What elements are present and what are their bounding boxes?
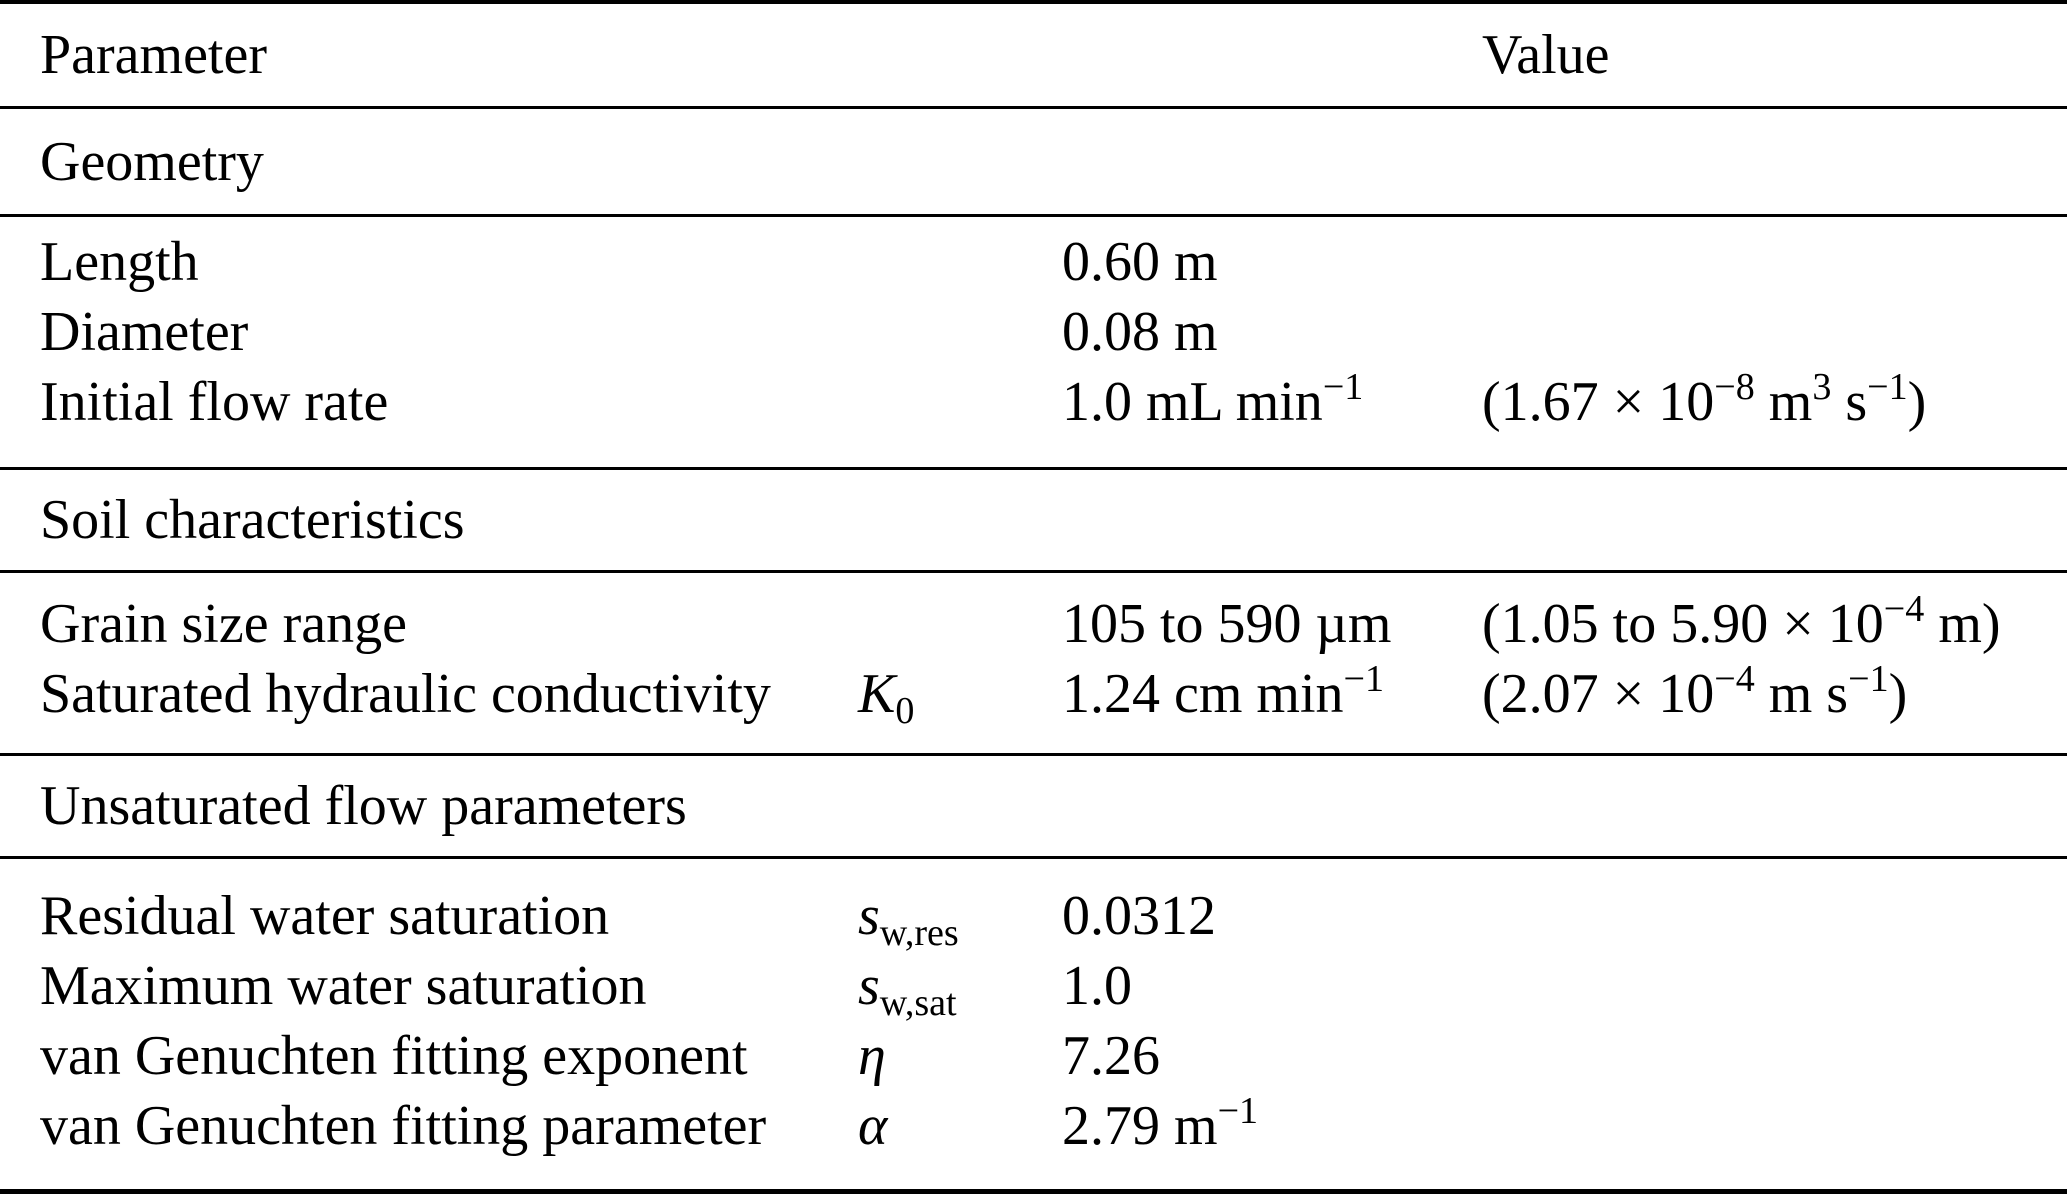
parameter-name-cell: Maximum water saturation <box>40 955 647 1017</box>
parameter-value-cell: 105 to 590 µm <box>1062 593 1392 655</box>
table-row: van Genuchten fitting parameter α 2.79 m… <box>0 1091 2067 1161</box>
parameter-symbol-cell: K0 <box>858 663 915 732</box>
section-body-unsaturated-flow-parameters: Residual water saturation sw,res 0.0312 … <box>0 859 2067 1189</box>
parameter-si-value-cell <box>1482 951 2067 1021</box>
parameter-symbol-cell <box>858 227 1062 297</box>
parameter-si-value-cell <box>1482 881 2067 951</box>
table-row: Diameter 0.08 m <box>0 297 2067 367</box>
table-row: Residual water saturation sw,res 0.0312 <box>0 881 2067 954</box>
parameter-si-value-cell: (1.05 to 5.90 × 10−4 m) <box>1482 588 2001 655</box>
parameter-value-cell: 0.08 m <box>1062 301 1218 363</box>
table-rule <box>0 106 2067 109</box>
table-bottom-rule <box>0 1189 2067 1194</box>
section-body-soil-characteristics: Grain size range 105 to 590 µm (1.05 to … <box>0 573 2067 753</box>
table-header-row: Parameter Value <box>0 4 2067 106</box>
parameter-si-value-cell <box>1482 297 2067 367</box>
table-row: Grain size range 105 to 590 µm (1.05 to … <box>0 589 2067 659</box>
table-rule <box>0 214 2067 217</box>
parameter-name-cell: Residual water saturation <box>40 885 610 947</box>
parameter-si-value-cell <box>1482 1021 2067 1091</box>
section-title-unsaturated-flow-parameters: Unsaturated flow parameters <box>40 775 687 837</box>
section-title-geometry: Geometry <box>40 130 264 193</box>
table-row: Saturated hydraulic conductivity K0 1.24… <box>0 658 2067 732</box>
parameter-si-value-cell <box>1482 1091 2067 1161</box>
parameter-value-cell: 2.79 m−1 <box>1062 1090 1259 1157</box>
parameter-si-value-cell <box>1482 227 2067 297</box>
parameter-name-cell: Diameter <box>40 301 249 363</box>
parameter-name-cell: Grain size range <box>40 593 407 655</box>
parameter-symbol-cell <box>858 367 1062 437</box>
table-rule <box>0 570 2067 573</box>
section-row-soil-characteristics: Soil characteristics <box>0 470 2067 570</box>
parameter-value-cell: 0.60 m <box>1062 231 1218 293</box>
parameter-symbol-cell <box>858 589 1062 659</box>
parameter-name-cell: Initial flow rate <box>40 371 389 433</box>
parameter-name-cell: Saturated hydraulic conductivity <box>40 663 771 725</box>
section-title-soil-characteristics: Soil characteristics <box>40 489 465 551</box>
section-row-unsaturated-flow-parameters: Unsaturated flow parameters <box>0 756 2067 856</box>
section-row-geometry: Geometry <box>0 109 2067 214</box>
table-top-rule <box>0 0 2067 4</box>
parameter-name-cell: van Genuchten fitting parameter <box>40 1095 767 1157</box>
column-header-parameter: Parameter <box>40 24 267 86</box>
table-row: Maximum water saturation sw,sat 1.0 <box>0 951 2067 1024</box>
parameter-value-cell: 1.24 cm min−1 <box>1062 658 1385 725</box>
table-rule <box>0 753 2067 756</box>
table-rule <box>0 467 2067 470</box>
parameter-symbol-cell: α <box>858 1095 888 1157</box>
parameter-si-value-cell: (2.07 × 10−4 m s−1) <box>1482 658 1908 725</box>
parameter-symbol-cell: sw,sat <box>858 955 957 1024</box>
parameter-symbol-cell: η <box>858 1025 886 1087</box>
table-row: Length 0.60 m <box>0 227 2067 297</box>
table-rule <box>0 856 2067 859</box>
table-row: Initial flow rate 1.0 mL min−1 (1.67 × 1… <box>0 367 2067 437</box>
parameter-name-cell: Length <box>40 231 199 293</box>
parameter-symbol-cell: sw,res <box>858 885 959 954</box>
section-body-geometry: Length 0.60 m Diameter 0.08 m Initial fl… <box>0 217 2067 467</box>
parameter-name-cell: van Genuchten fitting exponent <box>40 1025 748 1087</box>
parameter-value-cell: 1.0 mL min−1 <box>1062 366 1364 433</box>
parameter-symbol-cell <box>858 297 1062 367</box>
parameter-value-cell: 0.0312 <box>1062 885 1216 947</box>
parameter-si-value-cell: (1.67 × 10−8 m3 s−1) <box>1482 366 1927 433</box>
table-row: van Genuchten fitting exponent η 7.26 <box>0 1021 2067 1091</box>
parameter-value-cell: 1.0 <box>1062 955 1132 1017</box>
column-header-value: Value <box>1482 24 1610 86</box>
parameter-value-cell: 7.26 <box>1062 1025 1160 1087</box>
